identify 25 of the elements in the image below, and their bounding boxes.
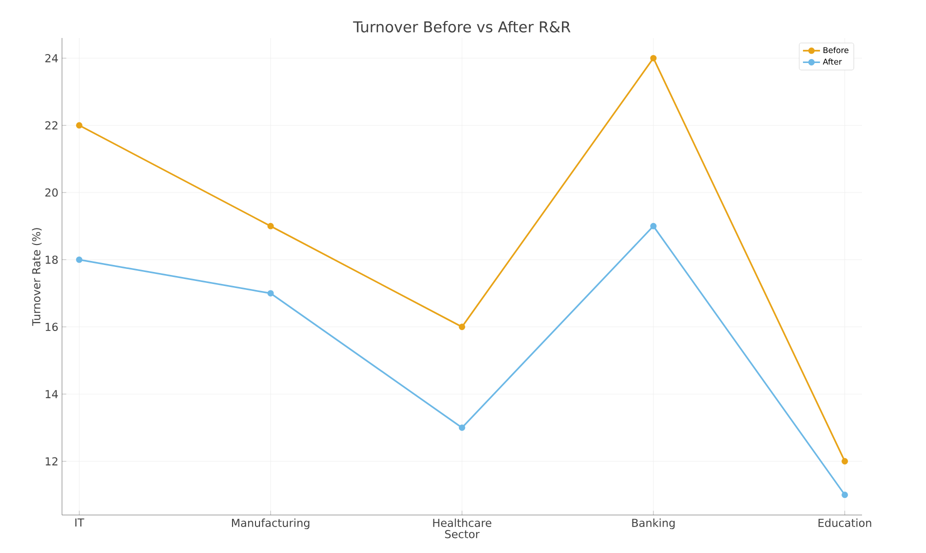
x-tick-label: Banking	[632, 518, 675, 530]
y-tick-label: 12	[46, 457, 58, 466]
point	[650, 54, 657, 62]
point	[76, 122, 82, 129]
point	[267, 222, 274, 230]
y-tick-label: 24	[45, 54, 58, 62]
y-tick-label: 14	[46, 390, 58, 398]
chart-title: Turnover Before vs After R&R	[353, 20, 570, 33]
point	[842, 492, 848, 498]
x-tick-label: Healthcare	[433, 518, 492, 527]
y-tick-label: 16	[46, 322, 58, 332]
point	[842, 458, 848, 464]
point	[650, 222, 657, 230]
y-tick-label: 22	[45, 121, 58, 130]
x-axis-title: Sector	[445, 530, 480, 538]
point	[267, 290, 274, 296]
point	[76, 256, 82, 263]
x-tick-label: Manufacturing	[232, 518, 310, 530]
x-tick-label: Education	[818, 518, 872, 527]
y-tick-label: 18	[46, 256, 58, 264]
y-tick-label: 20	[45, 188, 58, 197]
point	[458, 424, 466, 431]
x-tick-label: IT	[75, 518, 84, 527]
y-axis-title: Turnover Rate (%)	[32, 228, 42, 326]
point	[458, 324, 466, 330]
